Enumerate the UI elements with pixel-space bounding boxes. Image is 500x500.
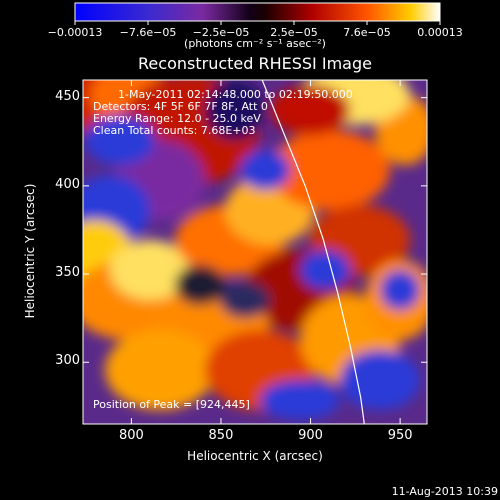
heatmap-blob: [105, 330, 215, 410]
heatmap-blob: [110, 240, 190, 300]
colorbar-tick-label: 2.5e−05: [270, 26, 318, 39]
y-tick-label: 300: [55, 353, 80, 369]
x-tick-label: 800: [118, 428, 144, 443]
colorbar-tick-label: −2.5e−05: [192, 26, 250, 39]
heatmap-blob: [205, 80, 265, 140]
heatmap-blobs: [83, 80, 427, 420]
heatmap-blob: [260, 380, 340, 420]
heatmap-area: [83, 80, 427, 424]
heatmap-blob: [300, 250, 350, 290]
colorbar: [74, 2, 441, 22]
heatmap-blob: [380, 270, 420, 310]
heatmap-blob: [220, 282, 270, 318]
y-tick-label: 350: [55, 265, 80, 281]
heatmap-blob: [85, 115, 155, 165]
y-tick-label: 450: [55, 88, 80, 104]
colorbar-tick-label: 7.6e−05: [343, 26, 391, 39]
x-axis-title: Heliocentric X (arcsec): [187, 449, 323, 463]
heatmap-blob: [175, 265, 225, 305]
heatmap-blob: [340, 350, 420, 410]
colorbar-tick-label: −0.00013: [47, 26, 103, 39]
x-tick-label: 900: [298, 428, 323, 443]
heatmap-blob: [240, 150, 290, 190]
axis-ticks: [83, 80, 427, 424]
heatmap-blob: [270, 130, 390, 210]
annotation-peak-position: Position of Peak = [924,445]: [93, 398, 250, 411]
plot-frame: [82, 79, 428, 425]
y-tick-label: 400: [55, 176, 80, 192]
solar-limb-curve: [261, 80, 365, 424]
x-tick-label: 950: [387, 428, 413, 443]
heatmap-blob: [270, 85, 350, 135]
annotation-detectors: Detectors: 4F 5F 6F 7F 8F, Att 0: [93, 100, 268, 113]
colorbar-tick-label: 0.00013: [417, 26, 463, 39]
colorbar-ticks: [74, 21, 441, 25]
annotation-algorithm: Clean Total counts: 7.68E+03: [93, 124, 256, 137]
footer-date: 11-Aug-2013 10:39: [391, 485, 498, 498]
y-axis-title: Heliocentric Y (arcsec): [23, 183, 37, 319]
annotation-energy-range: Energy Range: 12.0 - 25.0 keV: [93, 112, 261, 125]
x-tick-label: 850: [208, 428, 234, 443]
annotation-time-range: 1-May-2011 02:14:48.000 to 02:19:50.000: [118, 88, 353, 101]
colorbar-tick-label: −7.6e−05: [119, 26, 177, 39]
colorbar-unit-label: (photons cm⁻² s⁻¹ asec⁻²): [184, 37, 326, 50]
chart-title: Reconstructed RHESSI Image: [138, 54, 372, 73]
